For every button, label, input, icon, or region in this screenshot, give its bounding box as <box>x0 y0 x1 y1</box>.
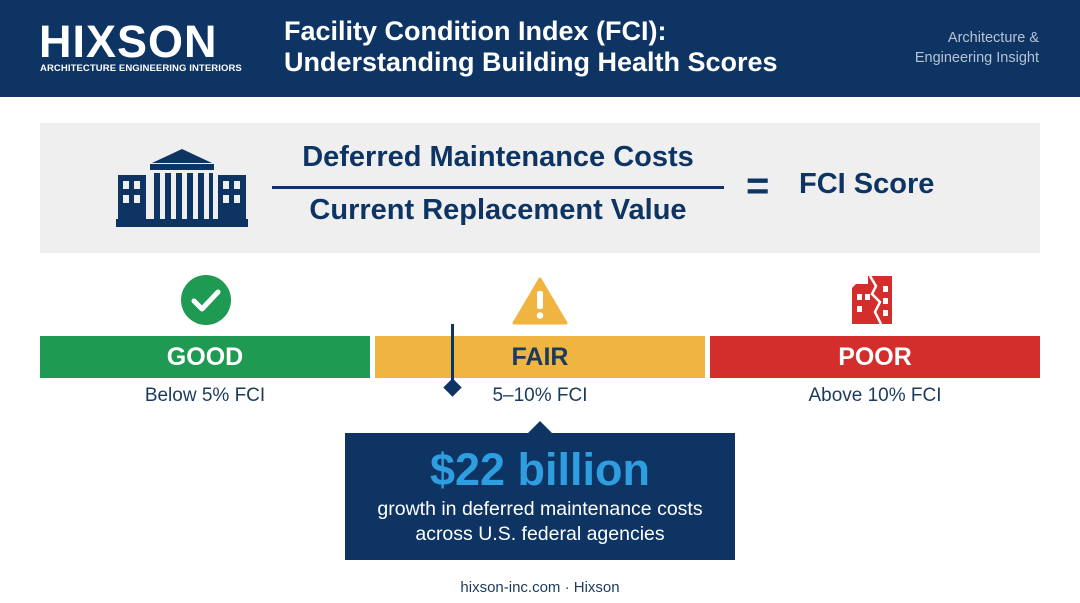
tagline-line-2: Engineering Insight <box>914 50 1039 66</box>
page-title: Facility Condition Index (FCI): Understa… <box>284 16 778 78</box>
damaged-building-icon <box>852 275 892 325</box>
scale-marker-line <box>451 324 454 384</box>
band-good: GOOD <box>40 336 370 378</box>
formula-result: FCI Score <box>799 168 935 200</box>
tagline-line-1: Architecture & <box>947 30 1039 46</box>
title-line-2: Understanding Building Health Scores <box>284 47 778 77</box>
callout-box <box>345 433 735 560</box>
range-good: Below 5% FCI <box>144 385 266 406</box>
check-circle-icon <box>181 275 231 325</box>
band-poor: POOR <box>710 336 1040 378</box>
title-line-1: Facility Condition Index (FCI): <box>284 16 667 46</box>
range-fair: 5–10% FCI <box>492 385 588 406</box>
callout-amount: $22 billion <box>429 444 651 495</box>
header-bar: HIXSON ARCHITECTURE ENGINEERING INTERIOR… <box>0 0 1080 97</box>
footer-credit: hixson-inc.com · Hixson <box>460 579 620 596</box>
fraction-bar <box>272 186 724 189</box>
warning-triangle-icon <box>512 277 568 325</box>
logo: HIXSON <box>39 16 218 67</box>
equals-sign: = <box>746 164 770 208</box>
logo-subtitle: ARCHITECTURE ENGINEERING INTERIORS <box>40 63 242 74</box>
formula-numerator: Deferred Maintenance Costs <box>302 141 694 173</box>
callout-description: growth in deferred maintenance costs acr… <box>345 497 735 547</box>
tagline: Architecture & Engineering Insight <box>915 28 1039 68</box>
callout-pointer <box>527 421 553 434</box>
callout-line-2: across U.S. federal agencies <box>415 523 665 545</box>
callout-line-1: growth in deferred maintenance costs <box>377 498 703 520</box>
building-icon <box>116 149 248 227</box>
band-fair: FAIR <box>375 336 705 378</box>
formula-denominator: Current Replacement Value <box>309 194 687 226</box>
range-poor: Above 10% FCI <box>808 385 942 406</box>
